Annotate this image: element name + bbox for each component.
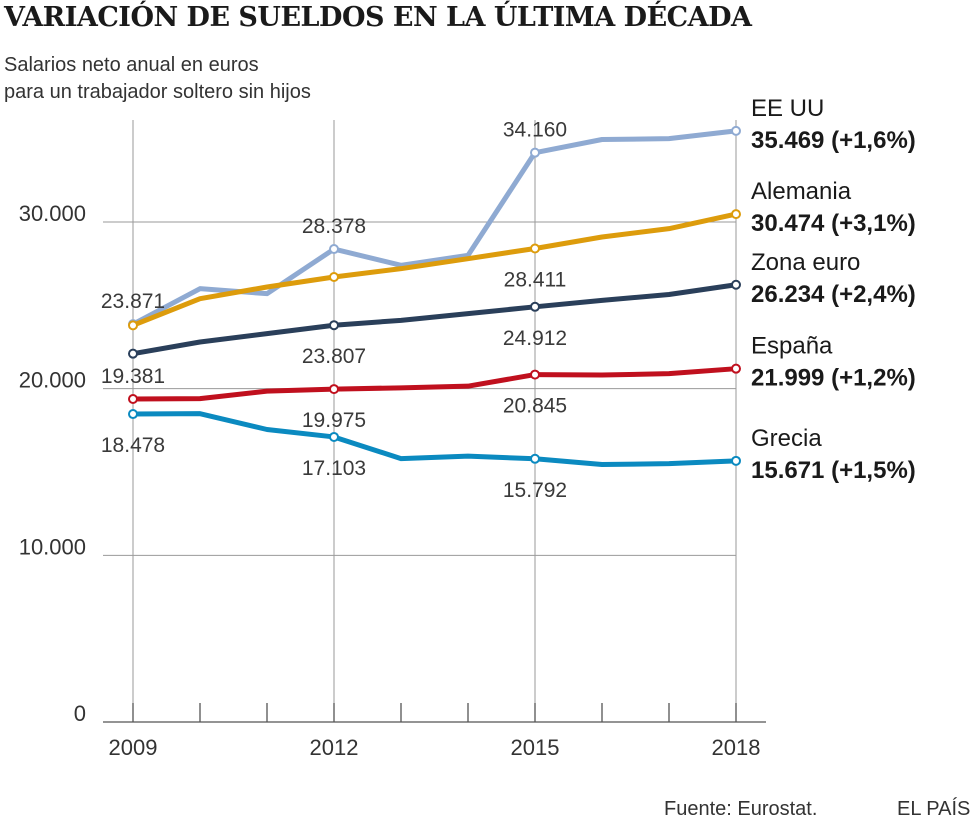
data-label-ee-uu: 28.378 [302, 215, 366, 238]
subtitle-line-2: para un trabajador soltero sin hijos [4, 81, 311, 103]
data-label-ee-uu: 23.871 [101, 290, 165, 313]
data-point-espana [128, 393, 138, 404]
x-tick-label: 2018 [712, 735, 761, 760]
grid-layer [103, 120, 737, 722]
legend-name-ee-uu: EE UU [751, 95, 824, 122]
x-tick-label: 2009 [109, 735, 158, 760]
legend-name-zona-euro: Zona euro [751, 249, 860, 276]
data-point-zona-euro [329, 320, 339, 331]
data-label-espana: 19.975 [302, 409, 366, 432]
data-point-grecia [128, 409, 138, 420]
axis-layer: 0 10.000 20.000 30.000 2009 2012 2015 2018 [19, 201, 766, 760]
data-point-ee-uu [731, 125, 741, 136]
series-line-espana [130, 366, 739, 402]
y-tick-label: 20.000 [19, 368, 86, 393]
x-tick-label: 2015 [511, 735, 560, 760]
data-point-alemania [731, 209, 741, 220]
data-point-espana [731, 363, 741, 374]
chart-title: VARIACIÓN DE SUELDOS EN LA ÚLTIMA DÉCADA [4, 2, 752, 33]
data-point-zona-euro [731, 279, 741, 290]
brand-logo: EL PAÍS [897, 798, 971, 820]
data-point-grecia [530, 453, 540, 464]
legend-value-ee-uu: 35.469 (+1,6%) [751, 127, 916, 154]
data-label-espana: 19.381 [101, 365, 165, 388]
data-point-espana [329, 384, 339, 395]
source-note: Fuente: Eurostat. [664, 798, 818, 820]
data-point-zona-euro [530, 301, 540, 312]
data-label-grecia: 18.478 [101, 434, 165, 457]
data-point-grecia [329, 431, 339, 442]
label-layer: 23.871 28.378 34.160 28.411 23.807 24.912 19.3… [101, 119, 567, 502]
data-point-alemania [329, 272, 339, 282]
data-point-alemania [128, 320, 138, 331]
data-label-espana: 20.845 [503, 395, 567, 418]
chart-subtitle: Salarios neto anual en euros para un tra… [4, 52, 311, 106]
data-label-alemania: 28.411 [504, 268, 567, 291]
legend-name-grecia: Grecia [751, 425, 822, 452]
series-line-alemania [130, 211, 739, 328]
series-line-zona-euro [130, 282, 739, 357]
data-label-zona-euro: 23.807 [302, 345, 366, 368]
legend-value-grecia: 15.671 (+1,5%) [751, 457, 916, 484]
data-label-grecia: 17.103 [302, 457, 366, 480]
data-point-alemania [530, 243, 540, 254]
legend-value-espana: 21.999 (+1,2%) [751, 365, 916, 392]
series-layer [128, 125, 741, 467]
legend-value-alemania: 30.474 (+3,1%) [751, 210, 916, 237]
subtitle-line-1: Salarios neto anual en euros [4, 54, 259, 76]
y-tick-label: 30.000 [19, 201, 86, 226]
x-tick-label: 2012 [310, 735, 359, 760]
data-point-espana [530, 369, 540, 380]
y-tick-label: 0 [74, 701, 86, 726]
data-point-ee-uu [530, 147, 540, 158]
legend-name-espana: España [751, 333, 833, 360]
y-tick-label: 10.000 [19, 534, 86, 559]
legend-layer: EE UU 35.469 (+1,6%) Alemania 30.474 (+3,1%… [751, 95, 916, 484]
data-label-zona-euro: 24.912 [503, 327, 567, 350]
data-point-grecia [731, 455, 741, 466]
series-line-grecia [130, 411, 739, 467]
legend-name-alemania: Alemania [751, 178, 852, 205]
data-point-ee-uu [329, 244, 339, 255]
data-label-grecia: 15.792 [503, 479, 567, 502]
legend-value-zona-euro: 26.234 (+2,4%) [751, 281, 916, 308]
data-point-zona-euro [128, 348, 138, 359]
data-label-ee-uu: 34.160 [503, 119, 567, 142]
